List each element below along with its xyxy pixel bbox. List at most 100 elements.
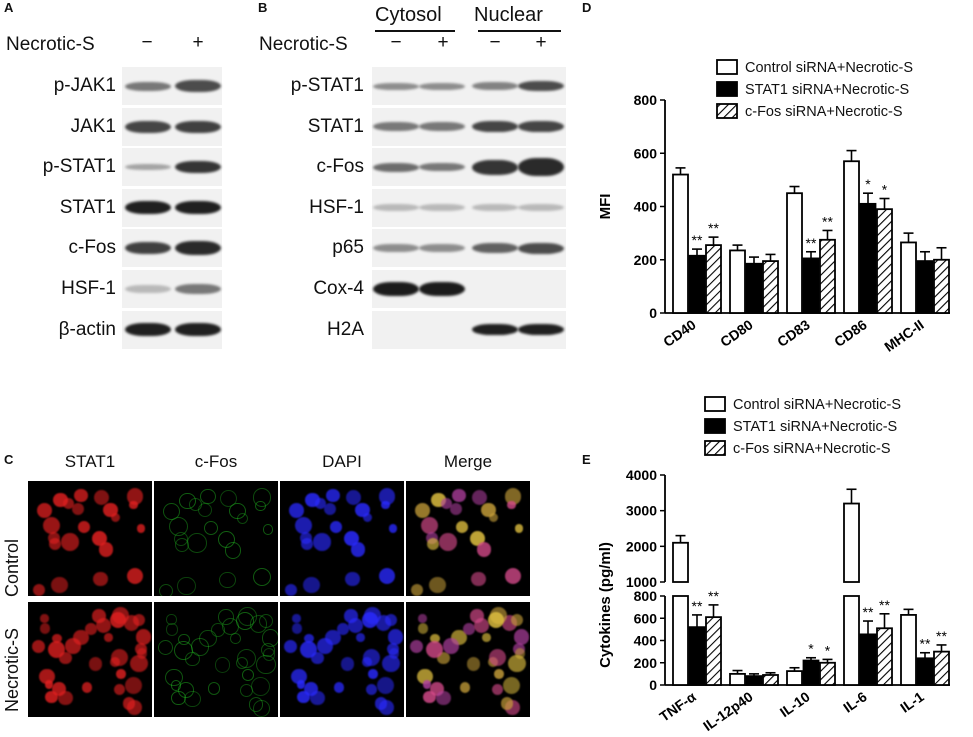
cell-6 [381, 501, 390, 510]
panel-e-ytick-label-2000: 2000 [626, 538, 657, 554]
panel-d-sig-cd86-2: * [865, 176, 871, 192]
panel-d-legend-swatch-1 [716, 59, 738, 75]
panel-e-y-axis-label: Cytokines (pg/ml) [597, 542, 614, 668]
panel-e-sig-il-6-3: ** [879, 597, 890, 613]
cell-22 [350, 542, 366, 557]
cell-2 [420, 517, 438, 535]
panel-d-bar-cd80-1 [729, 249, 746, 314]
cell-6 [255, 501, 266, 512]
cell-24 [443, 638, 459, 654]
panel-d-bar-cd40-2 [688, 254, 706, 314]
nuclear-bracket-line [478, 30, 561, 32]
panel-b-band-stat1-lane-2 [419, 122, 465, 132]
cell-31 [130, 654, 148, 672]
cell-24 [65, 638, 81, 654]
cell-1 [378, 487, 396, 505]
panel-b-label-c-fos: c-Fos [316, 156, 365, 178]
panel-a-label-jak1: JAK1 [70, 115, 116, 137]
cell-34 [236, 648, 256, 669]
cell-21 [429, 577, 446, 594]
cell-18 [365, 683, 378, 696]
cell-5 [111, 512, 121, 522]
panel-e-category-label-il-1: IL-1 [897, 688, 927, 716]
cell-19 [482, 632, 492, 642]
cell-18 [113, 683, 126, 696]
panel-d-category-label-cd83: CD83 [774, 316, 813, 350]
cell-16 [62, 498, 74, 509]
cell-6 [129, 501, 138, 510]
panel-a-band-p-jak1-lane-1 [125, 81, 171, 91]
panel-a-label-c-fos: c-Fos [68, 237, 117, 259]
cell-33 [510, 614, 523, 627]
cell-11 [455, 521, 468, 533]
cell-16 [188, 498, 202, 511]
panel-b-band-h2a-lane-4 [518, 324, 564, 336]
panel-a-sign-plus: + [192, 32, 204, 53]
panel-d-category-label-mhc-ii: MHC-II [881, 316, 926, 355]
cell-13 [136, 648, 148, 659]
cell-34 [110, 648, 128, 667]
panel-b-band-c-fos-lane-4 [518, 158, 564, 177]
panel-e-legend-swatch-2 [704, 418, 726, 434]
cell-18 [491, 683, 504, 696]
cell-5 [363, 512, 373, 522]
panel-e-sig-tnf-3: ** [708, 588, 719, 604]
cell-6 [507, 501, 516, 510]
cell-21 [51, 577, 68, 594]
panel-d-bar-cd86-3 [876, 208, 893, 314]
panel-e-bar-il-12p40-3 [762, 674, 779, 686]
panel-b-letter: B [258, 0, 268, 15]
ifl-header-merge: Merge [443, 452, 493, 471]
panel-b-band-cox-4-lane-2 [419, 282, 465, 296]
ifl-header-stat1: STAT1 [64, 452, 116, 471]
panel-d-bar-mhc-ii-1 [900, 241, 917, 314]
cell-16 [513, 629, 530, 646]
cell-23 [487, 611, 504, 628]
cell-8 [158, 640, 174, 656]
cell-11 [430, 634, 440, 644]
panel-b-band-c-fos-lane-2 [419, 163, 465, 172]
cell-17 [229, 502, 246, 520]
cell-14 [379, 567, 396, 584]
panel-d-sig-cd86-3: * [882, 182, 888, 198]
panel-a-band-jak1-lane-1 [125, 120, 171, 133]
cell-19 [230, 632, 242, 644]
cell-25 [341, 657, 355, 671]
panel-b-band-p-stat1-lane-2 [419, 82, 465, 90]
panel-e-ytick-label-1000: 1000 [626, 574, 657, 590]
panel-e-bar-il-1-2 [916, 657, 934, 686]
cell-8 [471, 489, 487, 505]
cell-33 [258, 614, 273, 629]
cell-21 [500, 697, 514, 710]
panel-a-sign-minus: − [141, 32, 153, 53]
panel-e-bar-upper-tnf-1 [672, 541, 689, 583]
cell-29 [333, 682, 345, 694]
cell-12 [44, 680, 53, 689]
cell-16 [387, 629, 404, 646]
panel-e-bar-il-10-2 [802, 659, 820, 686]
cell-29 [459, 682, 471, 694]
cell-34 [362, 648, 380, 667]
cell-12 [323, 503, 336, 516]
cell-20 [463, 623, 475, 635]
panel-d-category-label-cd80: CD80 [717, 316, 756, 350]
cell-10 [219, 572, 236, 589]
cell-7 [300, 537, 313, 551]
panel-a-band-jak1-lane-2 [175, 120, 221, 133]
panel-a-treatment-label: Necrotic-S [6, 34, 95, 55]
panel-e-bar-lower-il-6-1 [843, 595, 860, 686]
panel-d-bar-cd40-1 [672, 173, 689, 314]
panel-e-ytick-label-0: 0 [649, 677, 657, 693]
panel-a-band-p-stat1-lane-2 [175, 161, 221, 174]
micrograph-control-stat1 [28, 481, 152, 596]
panel-a-band-c-fos-lane-1 [125, 242, 171, 255]
panel-d-ytick-label-600: 600 [634, 145, 658, 161]
cell-13 [414, 503, 430, 518]
panel-b-band-hsf-1-lane-2 [419, 204, 465, 212]
panel-d-ytick-label-800: 800 [634, 92, 658, 108]
cell-29 [81, 682, 93, 694]
panel-d-ytick-label-0: 0 [649, 305, 657, 321]
cell-9 [410, 583, 423, 596]
panel-e-letter: E [582, 452, 591, 467]
panel-e-sig-il-1-3: ** [936, 628, 947, 644]
